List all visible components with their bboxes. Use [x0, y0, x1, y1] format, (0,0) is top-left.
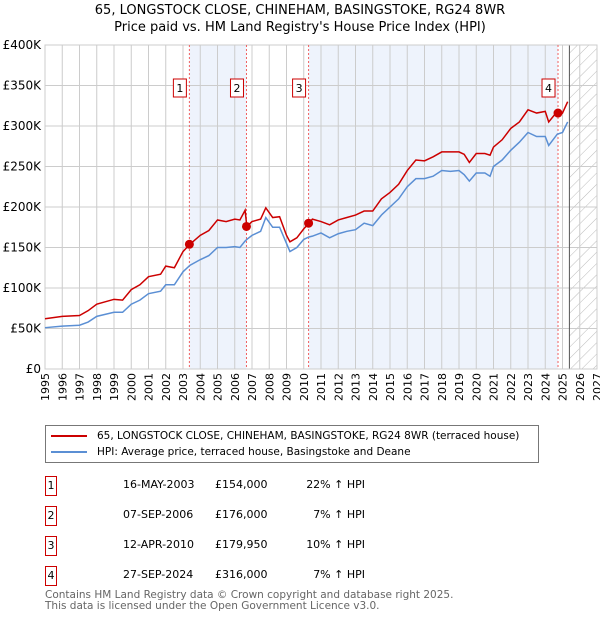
y-tick-label: £400K — [3, 38, 43, 52]
x-tick-label: 2019 — [453, 373, 466, 401]
price-line — [44, 101, 569, 320]
y-tick-label: £100K — [3, 281, 43, 295]
sale-label: 2 — [233, 82, 240, 95]
y-tick-label: £150K — [3, 241, 43, 255]
legend-hpi: HPI: Average price, terraced house, Basi… — [97, 446, 411, 458]
x-tick-label: 2005 — [212, 373, 225, 401]
sale-row: 4 27-SEP-2024 £316,000 7% ↑ HPI — [45, 566, 465, 586]
sale-hpi: 10% ↑ HPI — [306, 538, 365, 551]
plot-frame — [44, 44, 598, 370]
x-tick-label: 2007 — [246, 373, 259, 401]
y-tick-label: £0 — [26, 362, 41, 376]
sale-row: 1 16-MAY-2003 £154,000 22% ↑ HPI — [45, 476, 465, 496]
sale-price: £316,000 — [215, 568, 268, 581]
x-tick-label: 1997 — [74, 373, 87, 401]
sale-price: £176,000 — [215, 508, 268, 521]
x-tick-label: 2000 — [125, 373, 138, 401]
sale-hpi: 7% ↑ HPI — [313, 508, 365, 521]
sale-date: 07-SEP-2006 — [123, 508, 194, 521]
x-tick-label: 2012 — [332, 373, 345, 401]
x-tick-label: 2002 — [160, 373, 173, 401]
sale-marker: 2 — [45, 506, 57, 526]
legend-property: 65, LONGSTOCK CLOSE, CHINEHAM, BASINGSTO… — [97, 430, 520, 442]
x-tick-label: 2018 — [436, 373, 449, 401]
sale-label-box — [229, 78, 244, 98]
sale-marker: 3 — [45, 536, 57, 556]
y-tick-label: £200K — [3, 200, 43, 214]
price-chart: 1995 1996 1997 1998 1999 2000 2001 2002 2003 2004… — [3, 38, 600, 401]
chart-subtitle: Price paid vs. HM Land Registry's House … — [114, 20, 486, 35]
x-tick-label: 2025 — [557, 373, 570, 401]
x-tick-label: 1996 — [56, 373, 69, 401]
sale-label: 1 — [176, 82, 183, 95]
x-tick-label: 2014 — [367, 373, 380, 401]
sale-row: 2 07-SEP-2006 £176,000 7% ↑ HPI — [45, 506, 465, 526]
sale-point — [241, 221, 251, 231]
x-tick-label: 2009 — [281, 373, 294, 401]
x-tick-label: 2020 — [470, 373, 483, 401]
x-tick-label: 2003 — [177, 373, 190, 401]
x-tick-label: 2024 — [539, 373, 552, 401]
y-tick-label: £50K — [10, 322, 42, 336]
x-tick-label: 2016 — [401, 373, 414, 401]
x-tick-label: 2026 — [574, 373, 587, 401]
sale-price: £179,950 — [215, 538, 268, 551]
sale-label: 3 — [296, 82, 303, 95]
sale-point — [304, 218, 314, 228]
x-tick-label: 1998 — [91, 373, 104, 401]
sale-date: 16-MAY-2003 — [123, 478, 195, 491]
sale-point — [184, 239, 194, 249]
hpi-line — [44, 121, 569, 329]
legend-blue-swatch — [51, 451, 87, 453]
x-tick-label: 2008 — [263, 373, 276, 401]
sale-label-box — [172, 78, 187, 98]
x-tick-label: 2006 — [229, 373, 242, 401]
y-tick-label: £350K — [3, 79, 43, 93]
sale-row: 3 12-APR-2010 £179,950 10% ↑ HPI — [45, 536, 465, 556]
y-tick-label: £250K — [3, 160, 43, 174]
sale-marker: 4 — [45, 566, 57, 586]
legend: 65, LONGSTOCK CLOSE, CHINEHAM, BASINGSTO… — [45, 425, 539, 463]
legend-red-swatch — [51, 435, 87, 437]
x-tick-label: 2023 — [522, 373, 535, 401]
sale-point — [553, 108, 563, 118]
footer-copyright: Contains HM Land Registry data © Crown c… — [45, 589, 454, 601]
x-tick-label: 2001 — [143, 373, 156, 401]
sale-marker: 1 — [45, 476, 57, 496]
sale-date: 12-APR-2010 — [123, 538, 195, 551]
x-tick-label: 1995 — [39, 373, 52, 401]
sale-hpi: 7% ↑ HPI — [313, 568, 365, 581]
x-tick-label: 2021 — [488, 373, 501, 401]
sale-price: £154,000 — [215, 478, 268, 491]
x-tick-label: 2027 — [591, 373, 600, 401]
sale-label: 4 — [545, 82, 552, 95]
y-tick-label: £300K — [3, 119, 43, 133]
x-tick-label: 2004 — [194, 373, 207, 401]
x-tick-label: 2022 — [505, 373, 518, 401]
x-tick-label: 2011 — [315, 373, 328, 401]
sale-label-box — [541, 78, 556, 98]
x-tick-label: 2017 — [419, 373, 432, 401]
x-tick-label: 2013 — [350, 373, 363, 401]
sale-hpi: 22% ↑ HPI — [306, 478, 365, 491]
x-tick-label: 2010 — [298, 373, 311, 401]
chart-title: 65, LONGSTOCK CLOSE, CHINEHAM, BASINGSTO… — [94, 3, 506, 18]
footer: Contains HM Land Registry data © Crown c… — [45, 590, 453, 612]
footer-licence: This data is licensed under the Open Gov… — [45, 600, 380, 612]
sale-date: 27-SEP-2024 — [123, 568, 194, 581]
x-tick-label: 2015 — [384, 373, 397, 401]
sale-label-box — [292, 78, 307, 98]
x-tick-label: 1999 — [108, 373, 121, 401]
